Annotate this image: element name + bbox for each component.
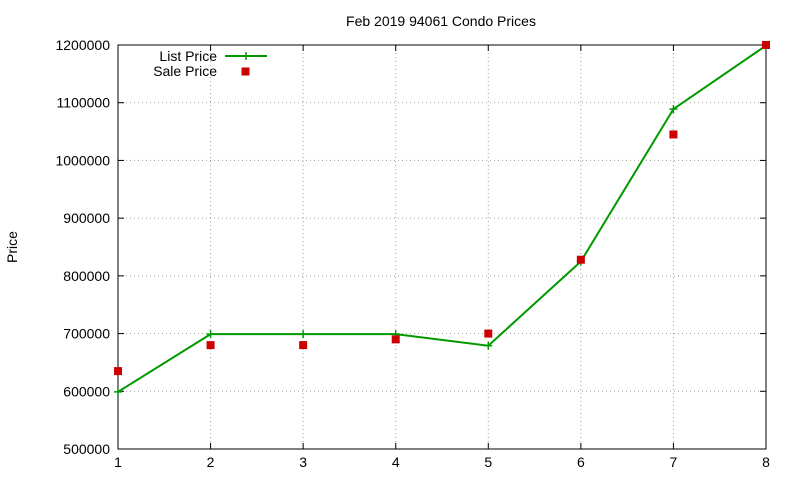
point-sale-price: [114, 367, 122, 376]
legend-label-sale-price: Sale Price: [153, 63, 217, 79]
x-tick-label: 3: [299, 454, 307, 470]
legend-marker-sale-price: [241, 67, 250, 76]
x-tick-label: 6: [577, 454, 585, 470]
y-tick-label: 800000: [63, 268, 110, 284]
axis-ticks: [117, 44, 767, 450]
point-list-price: [484, 341, 493, 350]
x-tick-label: 8: [762, 454, 770, 470]
y-tick-label: 1000000: [55, 152, 110, 168]
y-axis-label: Price: [4, 231, 20, 263]
point-list-price: [669, 105, 678, 114]
point-list-price: [299, 330, 308, 339]
x-tick-label: 4: [392, 454, 400, 470]
point-sale-price: [484, 329, 493, 338]
plot-frame: [117, 44, 767, 450]
y-tick-label: 600000: [63, 383, 110, 399]
x-tick-label: 5: [484, 454, 492, 470]
legend-marker-list-price: [242, 52, 250, 60]
point-sale-price: [299, 341, 308, 350]
point-list-price: [114, 387, 122, 396]
chart-title: Feb 2019 94061 Condo Prices: [346, 13, 536, 29]
x-tick-labels: 1 2 3 4 5 6 7 8: [114, 454, 770, 470]
legend: List Price Sale Price: [153, 48, 267, 79]
point-sale-price: [206, 341, 215, 350]
point-sale-price: [576, 255, 585, 264]
point-sale-price: [669, 130, 678, 139]
x-tick-label: 7: [670, 454, 678, 470]
y-tick-label: 900000: [63, 210, 110, 226]
y-tick-label: 500000: [63, 441, 110, 457]
legend-label-list-price: List Price: [159, 48, 217, 64]
y-tick-label: 1100000: [57, 95, 111, 111]
point-list-price: [206, 330, 215, 339]
series-line-list-price: [117, 44, 767, 393]
x-tick-label: 2: [207, 454, 215, 470]
point-sale-price: [391, 335, 400, 344]
y-tick-labels: 500000 600000 700000 800000 900000 1000000 110…: [55, 37, 110, 457]
x-tick-label: 1: [114, 454, 122, 470]
point-sale-price: [762, 41, 770, 49]
y-tick-label: 1200000: [55, 37, 110, 53]
series-layer: [114, 41, 770, 396]
y-tick-label: 700000: [63, 326, 110, 342]
